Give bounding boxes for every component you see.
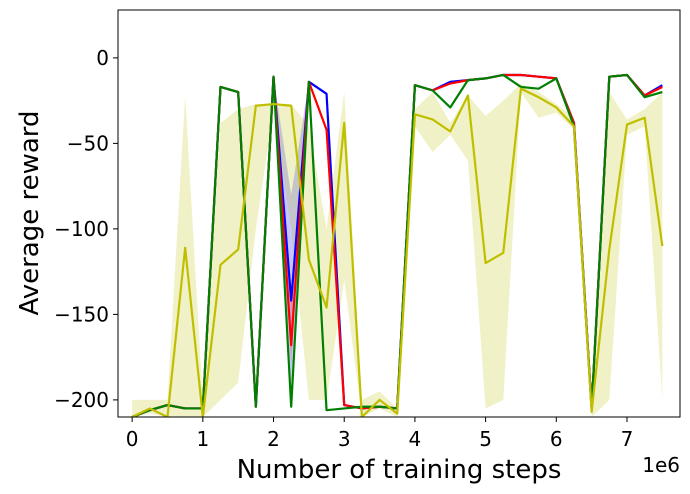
y-axis-title: Average reward bbox=[15, 110, 45, 315]
y-axis-ticks: 0 −50 −100 −150 −200 bbox=[54, 46, 118, 412]
series-lines bbox=[131, 73, 664, 417]
y-tick-label: −150 bbox=[54, 302, 109, 326]
x-tick-label: 4 bbox=[409, 427, 422, 451]
x-tick-label: 0 bbox=[126, 427, 139, 451]
y-tick-label: −200 bbox=[54, 388, 109, 412]
series-4-line bbox=[131, 87, 664, 417]
x-tick-label: 2 bbox=[267, 427, 280, 451]
y-tick-label: −50 bbox=[67, 131, 109, 155]
series-4-band bbox=[132, 83, 663, 417]
x-tick-label: 5 bbox=[479, 427, 492, 451]
y-tick-label: 0 bbox=[96, 46, 109, 70]
confidence-bands bbox=[132, 74, 663, 417]
plot-frame bbox=[117, 9, 681, 418]
y-tick-label: −100 bbox=[54, 217, 109, 241]
x-axis-offset-label: 1e6 bbox=[642, 453, 680, 477]
x-tick-label: 1 bbox=[196, 427, 209, 451]
x-axis-title: Number of training steps bbox=[237, 455, 562, 485]
x-axis-ticks: 0 1 2 3 4 5 6 7 bbox=[126, 417, 634, 451]
x-tick-label: 6 bbox=[550, 427, 563, 451]
x-tick-label: 7 bbox=[621, 427, 634, 451]
x-tick-label: 3 bbox=[338, 427, 351, 451]
